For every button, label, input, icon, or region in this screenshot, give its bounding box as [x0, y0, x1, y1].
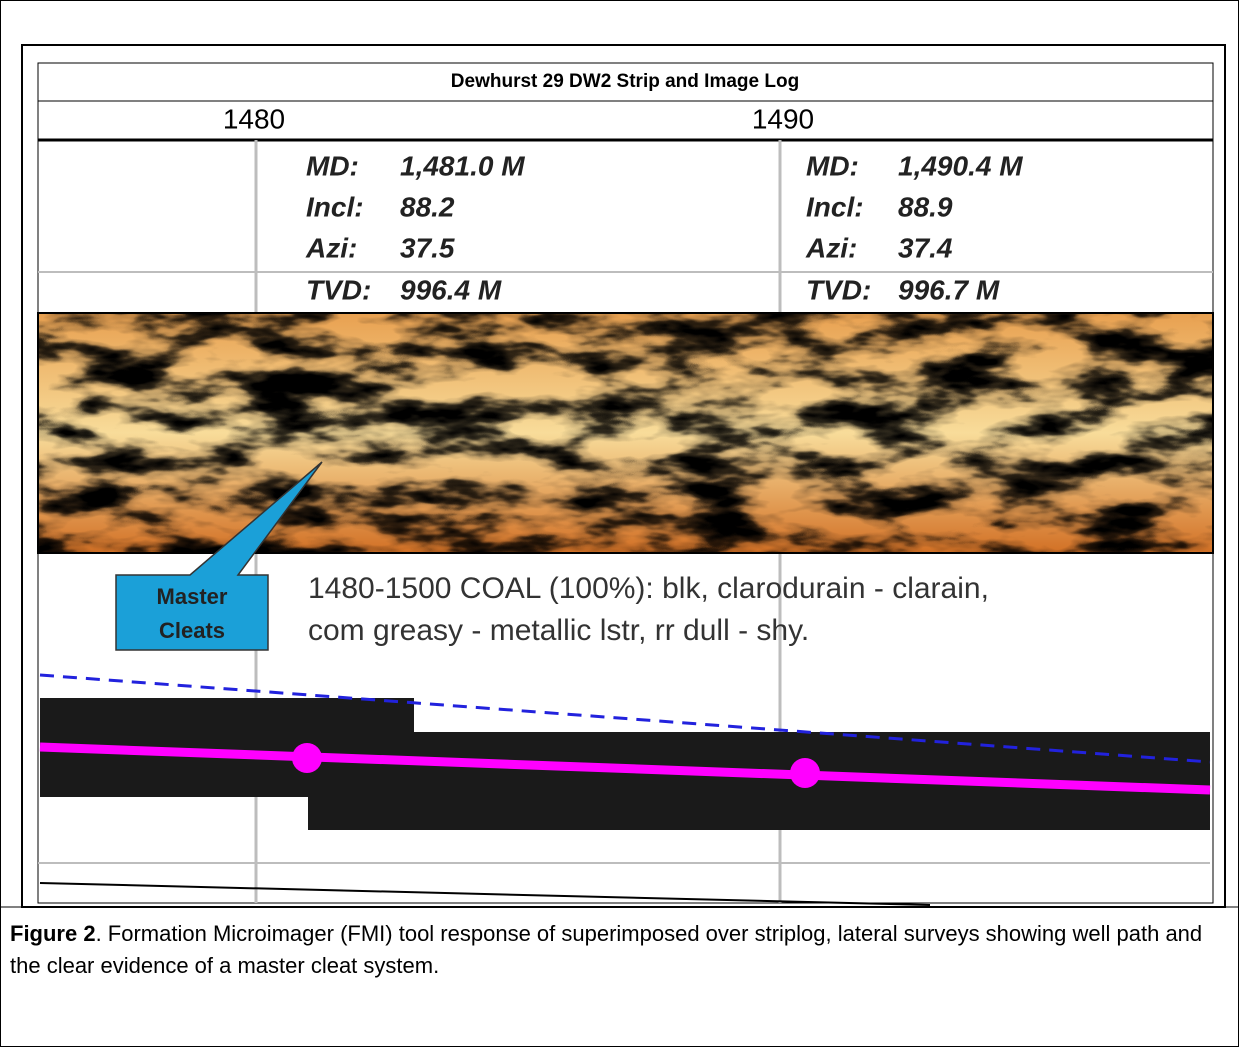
- survey-value: 996.7 M: [898, 274, 1000, 305]
- survey-value: 88.2: [400, 191, 455, 222]
- survey-label: Incl:: [806, 191, 864, 222]
- page: Dewhurst 29 DW2 Strip and Image Log 1480…: [0, 0, 1239, 1047]
- survey-value: 37.4: [898, 232, 953, 263]
- survey-value: 1,490.4 M: [898, 150, 1023, 181]
- survey-value: 1,481.0 M: [400, 150, 525, 181]
- caption-label: Figure 2: [10, 921, 96, 946]
- survey-label: TVD:: [806, 274, 871, 305]
- survey-label: Azi:: [305, 232, 357, 263]
- caption: Figure 2. Formation Microimager (FMI) to…: [10, 918, 1220, 982]
- figure: Dewhurst 29 DW2 Strip and Image Log 1480…: [0, 0, 1239, 1047]
- survey-label: MD:: [306, 150, 359, 181]
- depth-label: 1490: [752, 103, 814, 134]
- fmi-image: [38, 313, 1213, 553]
- survey-label: Azi:: [805, 232, 857, 263]
- caption-text: . Formation Microimager (FMI) tool respo…: [10, 921, 1202, 978]
- depth-label: 1480: [223, 103, 285, 134]
- survey-value: 996.4 M: [400, 274, 502, 305]
- survey-label: Incl:: [306, 191, 364, 222]
- description: com greasy - metallic lstr, rr dull - sh…: [308, 614, 809, 647]
- callout-text: Cleats: [159, 618, 225, 643]
- survey-value: 37.5: [400, 232, 455, 263]
- survey-label: TVD:: [306, 274, 371, 305]
- log-title: Dewhurst 29 DW2 Strip and Image Log: [451, 71, 799, 92]
- survey-value: 88.9: [898, 191, 953, 222]
- description: 1480-1500 COAL (100%): blk, clarodurain …: [308, 572, 989, 605]
- survey-label: MD:: [806, 150, 859, 181]
- callout-text: Master: [157, 584, 228, 609]
